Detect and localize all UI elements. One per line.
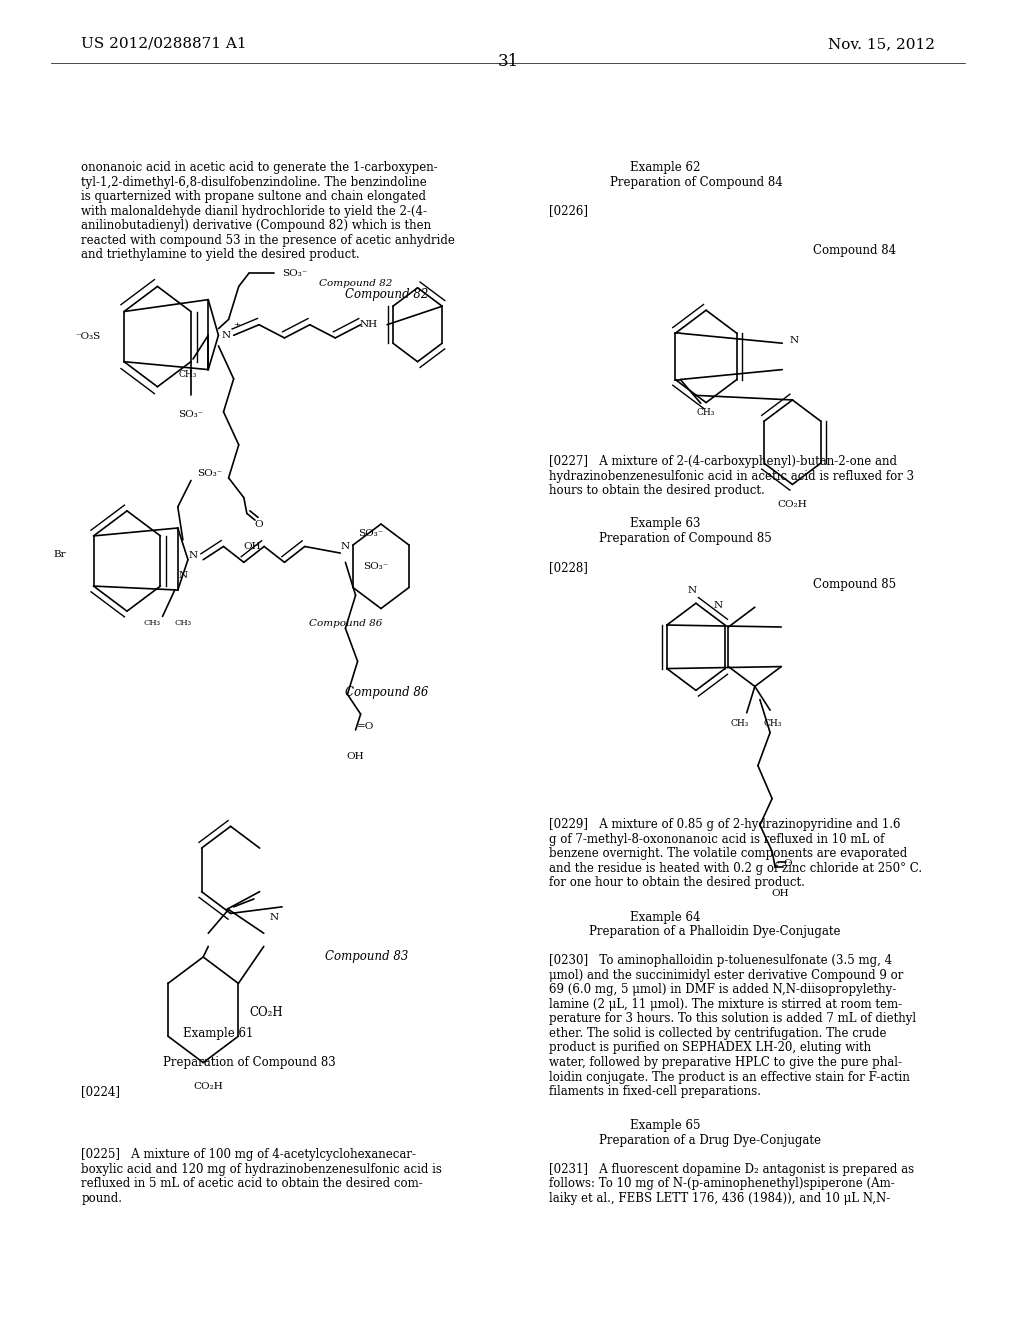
Text: SO₃⁻: SO₃⁻ [282,269,307,277]
Text: Preparation of Compound 84: Preparation of Compound 84 [609,176,782,189]
Text: [0225]   A mixture of 100 mg of 4-acetylcyclohexanecar-: [0225] A mixture of 100 mg of 4-acetylcy… [81,1148,417,1162]
Text: μmol) and the succinimidyl ester derivative Compound 9 or: μmol) and the succinimidyl ester derivat… [549,969,903,982]
Text: CH₃: CH₃ [764,719,782,727]
Text: Compound 82: Compound 82 [318,280,392,288]
Text: Example 61: Example 61 [183,1027,253,1040]
Text: Compound 86: Compound 86 [345,686,429,700]
Text: CH₃: CH₃ [696,408,715,417]
Text: N: N [790,337,799,345]
Text: Compound 83: Compound 83 [325,950,409,964]
Text: OH: OH [771,890,790,898]
Text: =O: =O [357,722,375,730]
Text: CO₂H: CO₂H [777,500,807,508]
Text: is quarternized with propane sultone and chain elongated: is quarternized with propane sultone and… [81,190,426,203]
Text: [0229]   A mixture of 0.85 g of 2-hydrazinopyridine and 1.6: [0229] A mixture of 0.85 g of 2-hydrazin… [549,818,900,832]
Text: Compound 82: Compound 82 [345,288,429,301]
Text: N: N [222,331,231,339]
Text: CO₂H: CO₂H [249,1006,283,1019]
Text: and the residue is heated with 0.2 g of zinc chloride at 250° C.: and the residue is heated with 0.2 g of … [549,862,922,875]
Text: N: N [178,572,187,579]
Text: SO₃⁻: SO₃⁻ [358,529,383,537]
Text: filaments in fixed-cell preparations.: filaments in fixed-cell preparations. [549,1085,761,1098]
Text: Preparation of a Drug Dye-Conjugate: Preparation of a Drug Dye-Conjugate [599,1134,821,1147]
Text: N: N [188,552,198,560]
Text: N: N [714,602,723,610]
Text: 69 (6.0 mg, 5 μmol) in DMF is added N,N-diisopropylethy-: 69 (6.0 mg, 5 μmol) in DMF is added N,N-… [549,983,896,997]
Text: CH₃: CH₃ [730,719,749,727]
Text: CH₃: CH₃ [174,619,191,627]
Text: [0227]   A mixture of 2-(4-carboxyphenyl)-butan-2-one and: [0227] A mixture of 2-(4-carboxyphenyl)-… [549,455,897,469]
Text: product is purified on SEPHADEX LH-20, eluting with: product is purified on SEPHADEX LH-20, e… [549,1041,870,1055]
Text: follows: To 10 mg of N-(p-aminophenethyl)spiperone (Am-: follows: To 10 mg of N-(p-aminophenethyl… [549,1177,894,1191]
Text: Compound 86: Compound 86 [308,619,382,627]
Text: g of 7-methyl-8-oxononanoic acid is refluxed in 10 mL of: g of 7-methyl-8-oxononanoic acid is refl… [549,833,884,846]
Text: 31: 31 [498,53,518,70]
Text: refluxed in 5 mL of acetic acid to obtain the desired com-: refluxed in 5 mL of acetic acid to obtai… [81,1177,423,1191]
Text: Example 64: Example 64 [630,911,700,924]
Text: Example 65: Example 65 [630,1119,700,1133]
Text: benzene overnight. The volatile components are evaporated: benzene overnight. The volatile componen… [549,847,907,861]
Text: tyl-1,2-dimethyl-6,8-disulfobenzindoline. The benzindoline: tyl-1,2-dimethyl-6,8-disulfobenzindoline… [81,176,427,189]
Text: N: N [341,543,350,550]
Text: water, followed by preparative HPLC to give the pure phal-: water, followed by preparative HPLC to g… [549,1056,901,1069]
Text: ononanoic acid in acetic acid to generate the 1-carboxypen-: ononanoic acid in acetic acid to generat… [81,161,438,174]
Text: for one hour to obtain the desired product.: for one hour to obtain the desired produ… [549,876,805,890]
Text: Br: Br [53,550,66,558]
Text: O: O [783,859,792,867]
Text: [0230]   To aminophalloidin p-toluenesulfonate (3.5 mg, 4: [0230] To aminophalloidin p-toluenesulfo… [549,954,892,968]
Text: [0231]   A fluorescent dopamine D₂ antagonist is prepared as: [0231] A fluorescent dopamine D₂ antagon… [549,1163,913,1176]
Text: anilinobutadienyl) derivative (Compound 82) which is then: anilinobutadienyl) derivative (Compound … [81,219,431,232]
Text: boxylic acid and 120 mg of hydrazinobenzenesulfonic acid is: boxylic acid and 120 mg of hydrazinobenz… [81,1163,442,1176]
Text: Nov. 15, 2012: Nov. 15, 2012 [827,37,935,51]
Text: laiky et al., FEBS LETT 176, 436 (1984)), and 10 μL N,N-: laiky et al., FEBS LETT 176, 436 (1984))… [549,1192,890,1205]
Text: hours to obtain the desired product.: hours to obtain the desired product. [549,484,764,498]
Text: loidin conjugate. The product is an effective stain for F-actin: loidin conjugate. The product is an effe… [549,1071,909,1084]
Text: N: N [687,586,696,594]
Text: Compound 85: Compound 85 [813,578,896,591]
Text: and triethylamine to yield the desired product.: and triethylamine to yield the desired p… [81,248,359,261]
Text: lamine (2 μL, 11 μmol). The mixture is stirred at room tem-: lamine (2 μL, 11 μmol). The mixture is s… [549,998,902,1011]
Text: pound.: pound. [81,1192,122,1205]
Text: N: N [269,913,279,921]
Text: Preparation of Compound 85: Preparation of Compound 85 [599,532,772,545]
Text: [0224]: [0224] [81,1085,120,1098]
Text: Compound 84: Compound 84 [813,244,896,257]
Text: reacted with compound 53 in the presence of acetic anhydride: reacted with compound 53 in the presence… [81,234,455,247]
Text: O: O [255,520,263,528]
Text: OH: OH [243,543,261,550]
Text: Example 63: Example 63 [630,517,700,531]
Text: with malonaldehyde dianil hydrochloride to yield the 2-(4-: with malonaldehyde dianil hydrochloride … [81,205,427,218]
Text: NH: NH [359,321,378,329]
Text: Preparation of a Phalloidin Dye-Conjugate: Preparation of a Phalloidin Dye-Conjugat… [589,925,841,939]
Text: +: + [233,321,241,329]
Text: US 2012/0288871 A1: US 2012/0288871 A1 [81,37,247,51]
Text: ether. The solid is collected by centrifugation. The crude: ether. The solid is collected by centrif… [549,1027,886,1040]
Text: OH: OH [347,752,365,760]
Text: hydrazinobenzenesulfonic acid in acetic acid is refluxed for 3: hydrazinobenzenesulfonic acid in acetic … [549,470,913,483]
Text: [0226]: [0226] [549,205,588,218]
Text: CO₂H: CO₂H [194,1082,223,1090]
Text: SO₃⁻: SO₃⁻ [197,470,222,478]
Text: ⁻O₃S: ⁻O₃S [76,333,101,341]
Text: perature for 3 hours. To this solution is added 7 mL of diethyl: perature for 3 hours. To this solution i… [549,1012,915,1026]
Text: CH₃: CH₃ [144,619,161,627]
Text: CH₃: CH₃ [179,371,198,379]
Text: Preparation of Compound 83: Preparation of Compound 83 [163,1056,335,1069]
Text: SO₃⁻: SO₃⁻ [364,562,388,570]
Text: SO₃⁻: SO₃⁻ [178,411,204,418]
Text: [0228]: [0228] [549,561,588,574]
Text: Example 62: Example 62 [630,161,700,174]
